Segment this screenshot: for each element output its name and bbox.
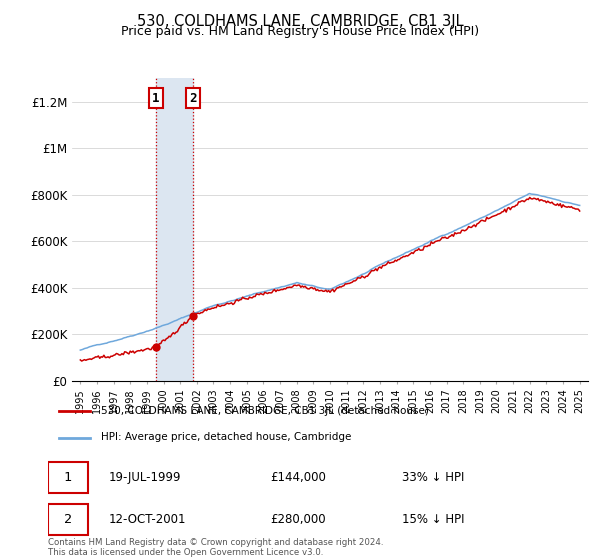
Bar [48, 463, 88, 493]
Text: Contains HM Land Registry data © Crown copyright and database right 2024.
This d: Contains HM Land Registry data © Crown c… [48, 538, 383, 557]
Text: £280,000: £280,000 [270, 513, 325, 526]
Text: 1: 1 [152, 91, 160, 105]
Bar [156, 78, 193, 381]
Text: 1: 1 [64, 471, 72, 484]
Text: £144,000: £144,000 [270, 471, 326, 484]
Text: 12-OCT-2001: 12-OCT-2001 [109, 513, 186, 526]
Text: 19-JUL-1999: 19-JUL-1999 [109, 471, 181, 484]
Text: 2: 2 [190, 91, 197, 105]
Text: 530, COLDHAMS LANE, CAMBRIDGE, CB1 3JL: 530, COLDHAMS LANE, CAMBRIDGE, CB1 3JL [137, 14, 463, 29]
Text: 15% ↓ HPI: 15% ↓ HPI [402, 513, 464, 526]
Text: 2: 2 [64, 513, 72, 526]
Text: HPI: Average price, detached house, Cambridge: HPI: Average price, detached house, Camb… [101, 432, 351, 442]
Bar [48, 504, 88, 534]
Text: 530, COLDHAMS LANE, CAMBRIDGE, CB1 3JL (detached house): 530, COLDHAMS LANE, CAMBRIDGE, CB1 3JL (… [101, 406, 428, 416]
Text: Price paid vs. HM Land Registry's House Price Index (HPI): Price paid vs. HM Land Registry's House … [121, 25, 479, 38]
Text: 33% ↓ HPI: 33% ↓ HPI [402, 471, 464, 484]
